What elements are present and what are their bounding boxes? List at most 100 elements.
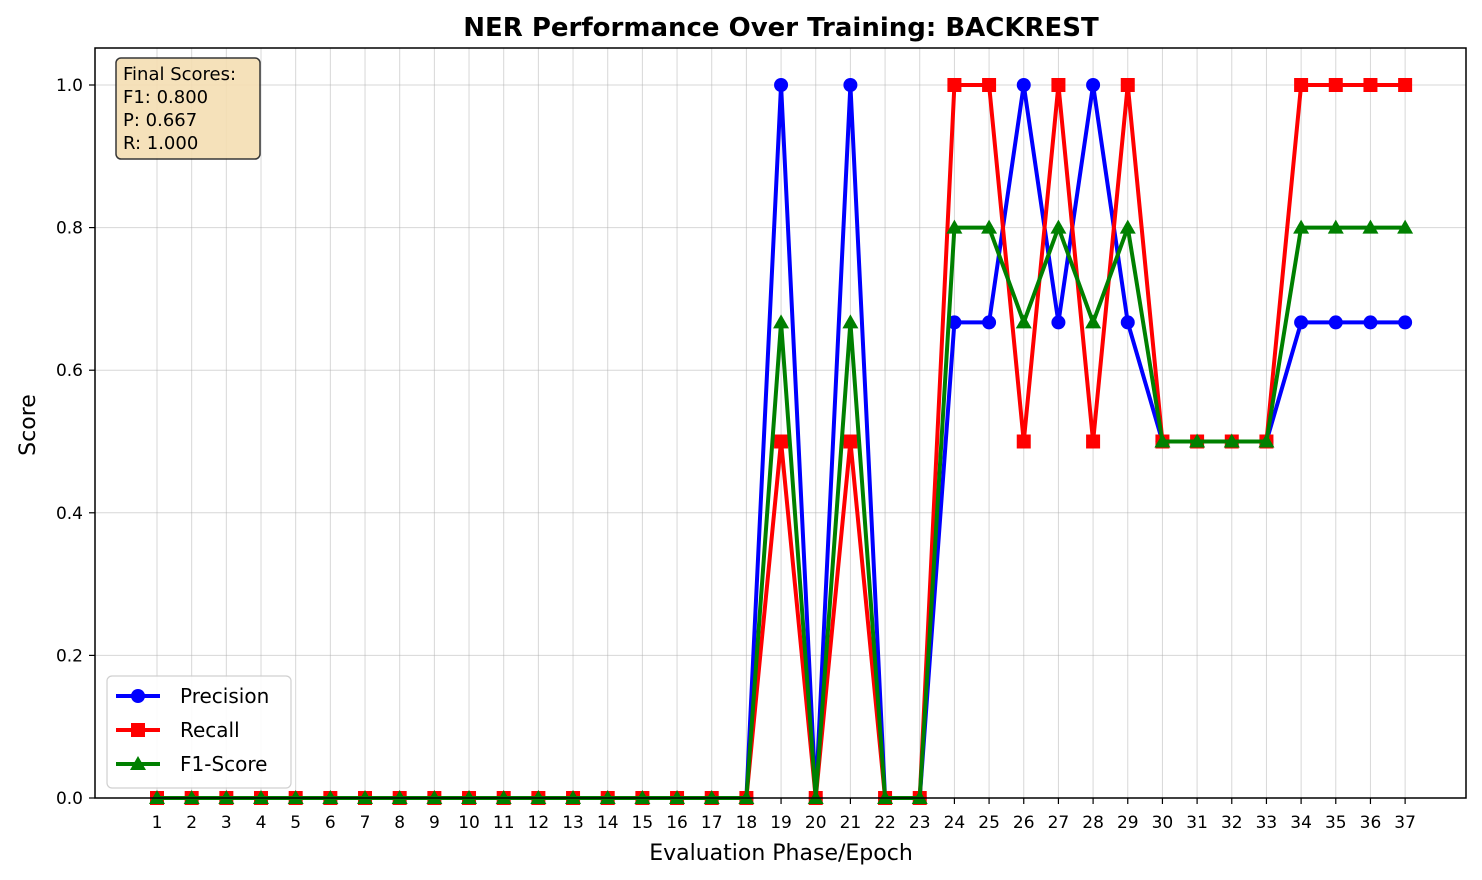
final-scores-box: Final Scores: F1: 0.800 P: 0.667 R: 1.00… bbox=[115, 57, 261, 160]
x-axis-ticks: 1 2 3 4 5 6 7 8 9 10 11 12 13 14 15 16 17 18 19 20 21 22 23 24 2… bbox=[152, 798, 1416, 833]
x-tick-label: 15 bbox=[632, 813, 654, 833]
x-tick-label: 33 bbox=[1256, 813, 1278, 833]
data-point-precision bbox=[1016, 78, 1031, 92]
x-tick-label: 20 bbox=[805, 813, 827, 833]
x-tick-label: 35 bbox=[1325, 813, 1347, 833]
y-tick-label: 0.0 bbox=[56, 789, 83, 809]
data-point-f1-score bbox=[1085, 314, 1102, 329]
data-point-precision bbox=[1363, 315, 1378, 330]
legend-marker-f1-score bbox=[130, 756, 146, 770]
data-point-precision bbox=[1294, 315, 1309, 330]
data-point-recall bbox=[947, 78, 962, 92]
data-point-f1-score bbox=[738, 790, 755, 804]
data-point-precision bbox=[982, 315, 997, 330]
legend-box bbox=[106, 675, 292, 789]
data-point-f1-score bbox=[391, 790, 408, 804]
legend: Precision Recall F1-Score bbox=[106, 675, 292, 789]
y-tick-label: 0.8 bbox=[56, 219, 83, 239]
data-point-f1-score bbox=[426, 790, 443, 804]
data-point-f1-score bbox=[1050, 219, 1067, 234]
x-tick-label: 37 bbox=[1394, 813, 1416, 833]
x-tick-label: 25 bbox=[978, 813, 1000, 833]
x-tick-label: 2 bbox=[186, 813, 197, 833]
data-point-f1-score bbox=[1397, 219, 1414, 234]
x-tick-label: 18 bbox=[736, 813, 758, 833]
data-point-precision bbox=[1398, 315, 1413, 330]
data-point-precision bbox=[843, 78, 858, 92]
final-scores-f1: F1: 0.800 bbox=[123, 87, 208, 108]
data-point-precision bbox=[1086, 78, 1101, 92]
data-point-recall bbox=[1051, 78, 1066, 92]
legend-marker-recall bbox=[131, 723, 145, 737]
data-point-f1-score bbox=[149, 790, 165, 804]
legend-label-f1-score: F1-Score bbox=[180, 752, 267, 776]
data-point-precision bbox=[947, 315, 962, 330]
data-point-precision bbox=[1328, 315, 1343, 330]
data-point-f1-score bbox=[1119, 219, 1136, 234]
x-tick-label: 36 bbox=[1360, 813, 1382, 833]
x-tick-label: 29 bbox=[1117, 813, 1139, 833]
x-tick-label: 1 bbox=[152, 813, 163, 833]
x-tick-label: 30 bbox=[1152, 813, 1174, 833]
x-tick-label: 19 bbox=[770, 813, 792, 833]
data-point-f1-score bbox=[669, 790, 686, 804]
data-point-f1-score bbox=[1258, 433, 1275, 448]
y-axis-ticks: 0.0 0.2 0.4 0.6 0.8 1.0 bbox=[56, 76, 95, 809]
x-tick-label: 22 bbox=[874, 813, 896, 833]
x-tick-label: 10 bbox=[458, 813, 480, 833]
x-tick-label: 12 bbox=[528, 813, 550, 833]
data-point-f1-score bbox=[1362, 219, 1379, 234]
y-tick-label: 0.6 bbox=[56, 361, 83, 381]
x-tick-label: 21 bbox=[840, 813, 862, 833]
data-point-recall bbox=[1363, 78, 1378, 92]
data-point-f1-score bbox=[357, 790, 374, 804]
data-point-f1-score bbox=[1189, 433, 1206, 448]
x-tick-label: 27 bbox=[1048, 813, 1070, 833]
final-scores-box-bg bbox=[115, 57, 261, 160]
data-point-recall bbox=[1294, 78, 1309, 92]
data-point-f1-score bbox=[842, 314, 859, 329]
x-tick-label: 9 bbox=[429, 813, 440, 833]
x-tick-label: 4 bbox=[256, 813, 267, 833]
data-point-f1-score bbox=[322, 790, 339, 804]
x-tick-label: 23 bbox=[909, 813, 931, 833]
data-point-f1-score bbox=[1223, 433, 1240, 448]
data-point-f1-score bbox=[773, 314, 790, 329]
x-tick-label: 5 bbox=[290, 813, 301, 833]
data-point-f1-score bbox=[1327, 219, 1344, 234]
data-point-recall bbox=[774, 434, 789, 449]
data-point-f1-score bbox=[287, 790, 304, 804]
x-axis-label: Evaluation Phase/Epoch bbox=[649, 841, 913, 866]
data-point-f1-score bbox=[911, 790, 928, 804]
x-tick-label: 11 bbox=[493, 813, 515, 833]
chart-title: NER Performance Over Training: BACKREST bbox=[463, 13, 1099, 43]
data-point-precision bbox=[774, 78, 789, 92]
final-scores-p: P: 0.667 bbox=[123, 110, 197, 131]
data-point-recall bbox=[982, 78, 997, 92]
final-scores-heading: Final Scores: bbox=[123, 64, 236, 85]
data-point-f1-score bbox=[495, 790, 512, 804]
data-point-f1-score bbox=[1154, 433, 1171, 448]
data-point-f1-score bbox=[253, 790, 270, 804]
x-tick-label: 14 bbox=[597, 813, 619, 833]
data-point-recall bbox=[843, 434, 858, 449]
x-tick-label: 34 bbox=[1290, 813, 1312, 833]
data-point-f1-score bbox=[599, 790, 616, 804]
y-tick-label: 1.0 bbox=[56, 76, 83, 96]
x-tick-label: 16 bbox=[666, 813, 688, 833]
x-tick-label: 26 bbox=[1013, 813, 1035, 833]
data-point-precision bbox=[1120, 315, 1135, 330]
data-point-recall bbox=[1120, 78, 1135, 92]
x-tick-label: 13 bbox=[562, 813, 584, 833]
data-point-f1-score bbox=[565, 790, 582, 804]
data-point-recall bbox=[1328, 78, 1343, 92]
data-point-f1-score bbox=[634, 790, 651, 804]
data-point-f1-score bbox=[703, 790, 720, 804]
legend-label-precision: Precision bbox=[180, 684, 269, 708]
plot-frame bbox=[94, 47, 1467, 799]
data-point-f1-score bbox=[183, 790, 200, 804]
data-point-f1-score bbox=[1293, 219, 1310, 234]
x-tick-label: 32 bbox=[1221, 813, 1243, 833]
x-tick-label: 24 bbox=[944, 813, 966, 833]
